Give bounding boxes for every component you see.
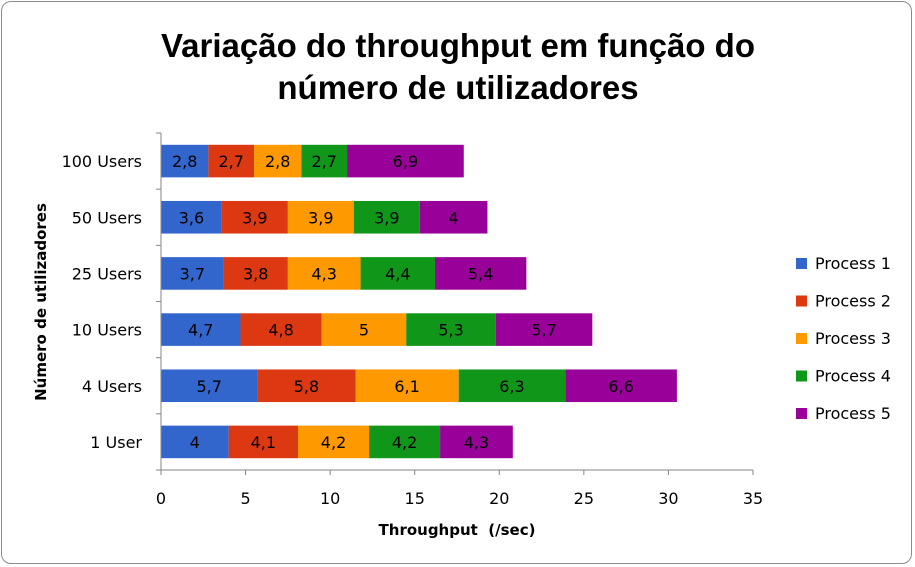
bar-segment	[347, 144, 464, 178]
bar-segment	[565, 369, 677, 403]
bar-segment	[240, 313, 322, 346]
data-label: 3,6	[179, 208, 204, 227]
bar-segment	[161, 257, 224, 290]
bar-segment	[161, 200, 222, 234]
bar-segment	[287, 257, 361, 290]
bar-segment	[287, 200, 354, 234]
bar-segment	[435, 257, 527, 290]
legend-swatch	[796, 408, 807, 419]
x-tick-label: 15	[405, 489, 425, 508]
legend-label: Process 1	[815, 254, 891, 273]
bar-segment	[228, 425, 299, 459]
data-label: 6,3	[499, 377, 524, 396]
bar-segment	[369, 425, 441, 459]
data-label: 6,1	[394, 377, 419, 396]
legend-label: Process 4	[815, 367, 891, 386]
bar-segment	[221, 200, 288, 234]
bar-segment	[321, 313, 407, 346]
bar-segment	[254, 144, 302, 178]
data-label: 3,9	[374, 208, 399, 227]
data-label: 4,7	[188, 321, 213, 340]
y-tick-label: 4 Users	[82, 377, 142, 396]
y-tick-label: 1 User	[90, 433, 142, 452]
bar-segment	[161, 369, 258, 403]
data-label: 2,7	[311, 152, 336, 171]
bar-segment	[161, 313, 241, 346]
data-label: 4,2	[321, 433, 346, 452]
x-axis-title: Throughput (/sec)	[379, 521, 536, 539]
chart-title-line-2: número de utilizadores	[277, 69, 638, 106]
y-tick-label: 50 Users	[72, 208, 142, 227]
data-label: 5,7	[531, 321, 556, 340]
y-tick-label: 100 Users	[62, 152, 142, 171]
legend-swatch	[796, 258, 807, 269]
data-label: 4,3	[311, 264, 336, 283]
bar-segment	[257, 369, 356, 403]
y-axis-title: Número de utilizadores	[32, 203, 50, 401]
x-tick-group: 0 5 10 15 20 25 30 35	[156, 470, 763, 508]
data-label: 4	[449, 208, 459, 227]
data-label: 2,8	[172, 152, 197, 171]
legend-swatch	[796, 295, 807, 307]
bar-segment	[458, 369, 566, 403]
bar-segment	[301, 144, 348, 178]
x-tick-label: 35	[743, 489, 763, 508]
bar-segment	[298, 425, 370, 459]
data-label: 6,6	[608, 377, 633, 396]
y-tick-group: 100 Users 50 Users 25 Users 10 Users 4 Users…	[62, 132, 161, 471]
data-label: 5,7	[196, 377, 221, 396]
data-label: 4	[190, 433, 200, 452]
bar-group	[161, 144, 677, 459]
data-label: 3,7	[180, 264, 205, 283]
data-label: 2,8	[265, 152, 290, 171]
x-tick-label: 25	[574, 489, 594, 508]
bar-segment	[208, 144, 255, 178]
data-label: 5,4	[468, 264, 493, 283]
data-label: 5,8	[294, 377, 319, 396]
data-label: 4,3	[464, 433, 489, 452]
bar-segment	[419, 200, 488, 234]
x-tick-label: 0	[156, 489, 166, 508]
legend-label: Process 3	[815, 329, 891, 348]
data-label: 6,9	[393, 152, 418, 171]
bar-segment	[353, 200, 420, 234]
legend-swatch	[796, 370, 807, 382]
chart-title-line-1: Variação do throughput em função do	[161, 27, 755, 64]
y-tick-label: 10 Users	[72, 321, 142, 340]
legend-label: Process 2	[815, 292, 891, 311]
data-label: 4,2	[392, 433, 417, 452]
data-label: 3,8	[243, 264, 268, 283]
x-tick-label: 5	[240, 489, 250, 508]
bar-segment	[161, 144, 209, 178]
bar-segment	[355, 369, 459, 403]
bar-segment	[406, 313, 496, 346]
data-label: 4,4	[385, 264, 410, 283]
data-label: 3,9	[308, 208, 333, 227]
bar-segment	[495, 313, 593, 346]
legend-label: Process 5	[815, 404, 891, 423]
data-label: 3,9	[242, 208, 267, 227]
x-tick-label: 10	[320, 489, 340, 508]
bar-segment	[161, 425, 229, 459]
data-label: 5	[359, 321, 369, 340]
bar-segment	[360, 257, 436, 290]
legend-swatch	[796, 333, 807, 344]
data-label: 5,3	[438, 321, 463, 340]
data-label: 4,1	[251, 433, 276, 452]
data-label: 2,7	[218, 152, 243, 171]
data-label: 4,8	[268, 321, 293, 340]
y-tick-label: 25 Users	[72, 264, 142, 283]
bar-segment	[440, 425, 513, 459]
legend: Process 1 Process 2 Process 3 Process 4 Proc…	[796, 254, 891, 423]
x-tick-label: 30	[658, 489, 678, 508]
data-label-group: 2,8 2,7 2,8 2,7 6,9 3,6 3,9 3,9 3,9 4 3,7 3,8 4,3 4,4…	[172, 152, 634, 452]
x-tick-label: 20	[489, 489, 509, 508]
bar-segment	[223, 257, 288, 290]
